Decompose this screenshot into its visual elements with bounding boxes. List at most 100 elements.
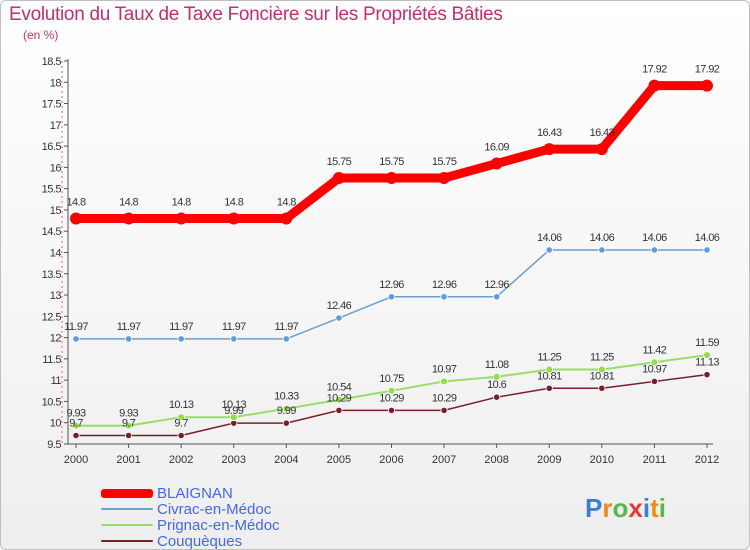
legend-swatch: [101, 540, 153, 542]
data-label: 15.75: [379, 156, 404, 168]
y-tick-label: 17.5: [42, 99, 62, 111]
data-label: 10.97: [642, 363, 667, 375]
logo-letter: o: [612, 493, 629, 523]
data-point: [122, 212, 135, 225]
data-point: [335, 395, 343, 404]
data-point: [438, 172, 451, 185]
data-point: [650, 358, 659, 367]
data-point: [124, 335, 133, 343]
legend-label: Prignac-en-Médoc: [157, 516, 280, 534]
data-label: 15.75: [327, 156, 352, 168]
legend-item: Civrac-en-Médoc: [101, 501, 280, 517]
logo-letter: i: [642, 493, 651, 523]
data-label: 14.8: [224, 196, 243, 208]
y-tick-label: 18: [50, 77, 62, 89]
data-point: [280, 212, 293, 225]
data-point: [387, 386, 396, 395]
data-point: [387, 406, 396, 414]
data-point: [177, 335, 185, 343]
data-point: [282, 335, 290, 343]
data-point: [650, 377, 659, 386]
data-point: [227, 212, 240, 225]
data-point: [703, 371, 711, 379]
y-tick-label: 16: [50, 162, 62, 174]
x-tick-label: 2006: [379, 454, 403, 466]
legend-item: Couquèques: [101, 533, 280, 549]
logo-letter: P: [585, 493, 603, 523]
data-label: 11.25: [537, 352, 561, 364]
data-label: 14.06: [695, 232, 720, 244]
data-point: [545, 246, 553, 254]
logo-letter: r: [602, 493, 613, 523]
x-tick-label: 2004: [274, 454, 298, 466]
data-label: 14.06: [590, 232, 615, 244]
data-label: 10.13: [169, 399, 194, 411]
data-point: [493, 293, 501, 301]
data-point: [595, 143, 608, 156]
data-point: [492, 372, 501, 381]
data-label: 14.8: [172, 196, 191, 208]
data-point: [650, 246, 659, 254]
y-tick-label: 15.5: [42, 184, 62, 196]
data-label: 10.81: [590, 370, 615, 382]
legend-item: BLAIGNAN: [101, 485, 280, 501]
data-label: 10.75: [379, 373, 404, 385]
data-label: 11.97: [64, 321, 88, 333]
data-point: [545, 365, 554, 374]
data-label: 11.97: [117, 321, 141, 333]
data-label: 17.92: [695, 64, 720, 76]
logo-letter: t: [650, 493, 659, 523]
data-label: 9.93: [119, 408, 138, 420]
data-label: 10.97: [432, 363, 457, 375]
data-point: [70, 212, 82, 225]
data-label: 10.13: [221, 399, 246, 411]
data-label: 11.42: [643, 344, 667, 356]
data-point: [385, 172, 398, 185]
data-label: 11.08: [485, 359, 509, 371]
data-point: [230, 335, 238, 343]
legend-swatch: [101, 508, 153, 510]
data-label: 10.29: [327, 392, 352, 404]
data-label: 9.7: [122, 417, 136, 429]
y-tick-label: 14.5: [42, 226, 62, 238]
data-label: 14.8: [277, 196, 296, 208]
y-tick-label: 15: [50, 205, 62, 217]
data-label: 11.59: [695, 337, 719, 349]
data-point: [598, 246, 606, 254]
data-label: 10.33: [274, 391, 299, 403]
x-tick-label: 2005: [327, 454, 351, 466]
data-label: 15.75: [432, 156, 457, 168]
data-label: 12.46: [327, 300, 352, 312]
data-label: 12.96: [379, 279, 404, 291]
data-label: 9.99: [224, 405, 243, 417]
data-label: 9.7: [69, 417, 83, 429]
x-tick-label: 2008: [484, 454, 508, 466]
y-tick-label: 10: [50, 418, 62, 430]
data-point: [701, 79, 713, 92]
data-point: [72, 431, 80, 440]
y-tick-label: 12.5: [42, 311, 62, 323]
y-tick-label: 18.5: [42, 56, 62, 68]
x-tick-label: 2012: [695, 454, 719, 466]
data-point: [440, 406, 448, 414]
data-label: 9.7: [174, 417, 188, 429]
proxiti-logo: Proxiti: [585, 493, 666, 524]
y-tick-label: 9.5: [47, 439, 61, 451]
data-label: 10.81: [537, 370, 562, 382]
chart-title: Evolution du Taux de Taxe Foncière sur l…: [9, 4, 503, 25]
data-label: 11.97: [169, 321, 193, 333]
logo-letter: i: [658, 493, 666, 523]
legend-item: Prignac-en-Médoc: [101, 517, 280, 533]
series-line-0: [71, 81, 712, 223]
data-label: 12.96: [432, 279, 457, 291]
data-point: [175, 212, 188, 225]
data-label: 9.93: [66, 408, 85, 420]
data-point: [282, 419, 290, 427]
data-label: 11.25: [590, 352, 614, 364]
data-label: 10.29: [432, 392, 457, 404]
data-point: [282, 404, 291, 413]
data-label: 11.97: [222, 321, 246, 333]
data-label: 16.43: [590, 127, 615, 139]
